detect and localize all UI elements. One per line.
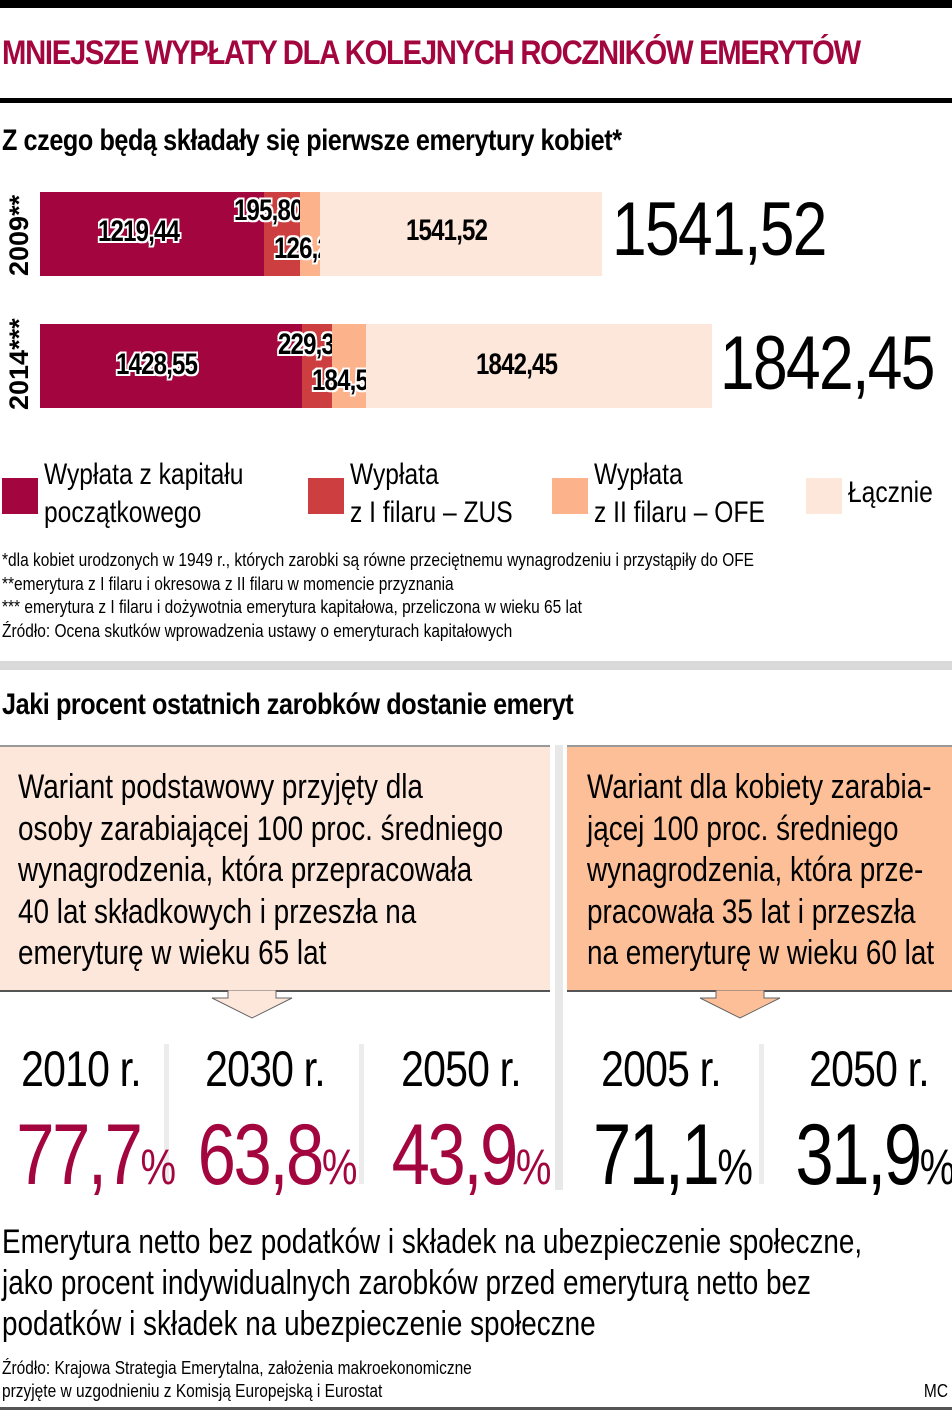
main-title: MNIEJSZE WYPŁATY DLA KOLEJNYCH ROCZNIKÓW… <box>2 34 861 72</box>
legend-swatch <box>308 478 344 514</box>
legend-label: z II filaru – OFE <box>594 496 765 529</box>
legend-swatch <box>2 478 38 514</box>
column-separator <box>759 1044 764 1184</box>
segment-total: 1842,45 <box>366 324 712 408</box>
legend-label: Wypłata z kapitału <box>44 458 244 491</box>
segment-value: 1541,52 <box>406 214 488 247</box>
legend-item-ofe: Wypłata z II filaru – OFE <box>552 456 802 532</box>
bar-2009: 1219,44 195,80 126,28 1541,52 <box>40 192 602 276</box>
source-note: Źródło: Krajowa Strategia Emerytalna, za… <box>2 1358 472 1401</box>
legend-label: z I filaru – ZUS <box>350 496 513 529</box>
variant-text-line: osoby zarabiającej 100 proc. średniego <box>18 809 504 848</box>
stat-year: 2010 r. <box>21 1041 141 1097</box>
segment-value: 195,80 <box>234 194 303 227</box>
segment-value: 1219,44 <box>98 215 180 248</box>
column-separator <box>359 1044 364 1184</box>
segment-total: 1541,52 <box>320 192 602 276</box>
legend-item-zus: Wypłata z I filaru – ZUS <box>308 456 548 532</box>
column-separator <box>164 1044 169 1184</box>
group-separator <box>555 745 563 1190</box>
segment-initial-capital: 1219,44 <box>40 192 264 276</box>
footnote: **emerytura z I filaru i okresowa z II f… <box>2 573 454 594</box>
stat-value: 43,9% <box>391 1107 552 1203</box>
footnotes: *dla kobiet urodzonych w 1949 r., któryc… <box>2 549 754 643</box>
arrow-down-icon <box>211 990 293 1019</box>
variant-text-line: wynagrodzenia, która przepracowała <box>18 851 473 889</box>
segment-value: 1428,55 <box>116 348 198 381</box>
legend-label: Wypłata <box>594 458 683 491</box>
variant-text-line: Wariant dla kobiety zarabia- <box>587 768 932 806</box>
arrow-down-icon <box>699 990 781 1019</box>
stat-value: 31,9% <box>795 1107 952 1203</box>
source-note: Źródło: Ocena skutków wprowadzenia ustaw… <box>2 620 513 641</box>
legend-swatch <box>806 478 842 514</box>
segment-ofe: 184,53 <box>312 324 381 408</box>
stat-year: 2050 r. <box>401 1041 521 1097</box>
description: Emerytura netto bez podatków i składek n… <box>2 1223 863 1343</box>
variant-text-line: pracowała 35 lat i przeszła <box>587 892 916 931</box>
legend-swatch <box>552 478 588 514</box>
title-rule <box>0 98 952 103</box>
year-label-2009: 2009** <box>4 194 34 276</box>
legend: Wypłata z kapitału początkowego Wypłata … <box>0 456 952 536</box>
stat-year: 2005 r. <box>601 1041 721 1097</box>
variant-box-basic: Wariant podstawowy przyjęty dla osoby za… <box>0 745 550 992</box>
bar-2014: 1428,55 229,37 184,53 1842,45 <box>40 324 712 408</box>
variant-text-line: emeryturę w wieku 65 lat <box>18 934 327 972</box>
segment-zus: 195,80 <box>234 192 303 276</box>
footnote: *dla kobiet urodzonych w 1949 r., któryc… <box>2 550 755 570</box>
legend-item-initial-capital: Wypłata z kapitału początkowego <box>2 456 287 532</box>
stat-year: 2030 r. <box>205 1041 325 1097</box>
author-initials: MC <box>923 1381 948 1401</box>
variant-text-line: Wariant podstawowy przyjęty dla <box>18 768 423 806</box>
variant-text-line: wynagrodzenia, która prze- <box>587 851 924 889</box>
legend-label: Wypłata <box>350 458 439 491</box>
stat-value: 77,7% <box>16 1107 177 1203</box>
footnote: *** emerytura z I filaru i dożywotnia em… <box>2 597 582 617</box>
bottom-rule <box>0 1407 952 1410</box>
stat-value: 71,1% <box>593 1107 753 1203</box>
top-rule <box>0 0 952 8</box>
total-2009: 1541,52 <box>612 187 827 272</box>
variant-text-line: 40 lat składkowych i przeszła na <box>18 892 417 931</box>
section1-title: Z czego będą składały się pierwsze emery… <box>2 124 622 157</box>
legend-item-total: Łącznie <box>806 456 951 514</box>
section-divider <box>0 661 952 670</box>
legend-label: początkowego <box>44 496 202 529</box>
variant-box-women: Wariant dla kobiety zarabia- jącej 100 p… <box>567 745 952 992</box>
legend-label: Łącznie <box>848 476 933 509</box>
segment-value: 1842,45 <box>476 348 558 381</box>
variant-text-line: jącej 100 proc. średniego <box>587 809 899 848</box>
section2-title: Jaki procent ostatnich zarobków dostanie… <box>2 688 574 721</box>
stat-value: 63,8% <box>197 1107 358 1203</box>
variant-text-line: na emeryturę w wieku 60 lat <box>587 934 935 972</box>
segment-ofe: 126,28 <box>274 192 343 276</box>
total-2014: 1842,45 <box>720 321 935 406</box>
segment-initial-capital: 1428,55 <box>40 324 302 408</box>
year-label-2014: 2014*** <box>4 318 34 410</box>
stat-year: 2050 r. <box>809 1041 929 1097</box>
